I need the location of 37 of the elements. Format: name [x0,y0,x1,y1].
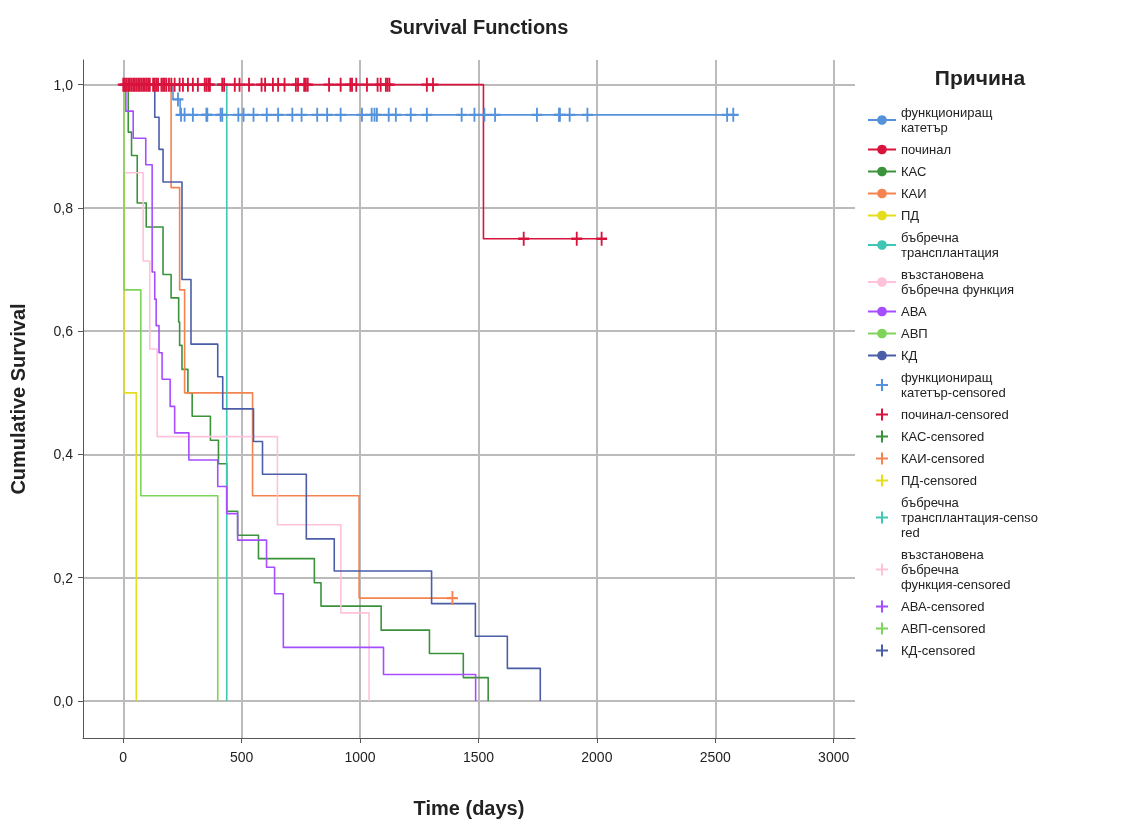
legend-label: КАС-censored [901,429,985,444]
legend-label: АВП-censored [901,621,986,636]
x-tick-label: 2000 [581,749,613,765]
legend-label: възстановена бъбречна функция [901,267,1015,297]
legend-label: бъбречна трансплантация [901,230,999,260]
x-axis-title: Time (days) [413,797,525,819]
y-tick-label: 0,4 [53,446,74,463]
legend-label: ПД-censored [901,473,977,488]
legend-label: АВП [901,326,928,341]
legend-label: бъбречна трансплантация-censored [901,495,1038,540]
legend-label: КД-censored [901,643,976,658]
x-tick-label: 1000 [344,749,376,765]
legend-label: починал-censored [901,407,1009,422]
y-tick-label: 1,0 [53,76,74,93]
legend-label: АВА [901,304,927,319]
legend-label: възстановена бъбречна функция-censored [901,547,1011,592]
legend-label: функциониращ катетър-censored [901,370,1006,400]
legend-label: КАИ-censored [901,451,985,466]
x-tick-label: 0 [119,749,128,765]
y-tick-label: 0,2 [53,569,74,586]
legend-label: КАС [901,164,927,179]
legend-label: АВА-censored [901,599,985,614]
chart-title: Survival Functions [389,16,569,38]
legend-label: функциониращ катетър [901,105,997,135]
x-tick-label: 1500 [462,749,495,765]
y-tick-label: 0,0 [53,693,74,710]
legend-label: починал [901,142,952,157]
legend-label: ПД [901,208,920,223]
legend-label: КАИ [901,186,927,201]
legend-label: КД [901,348,918,363]
y-tick-label: 0,8 [53,199,74,216]
x-tick-label: 500 [229,749,254,765]
y-axis-title: Cumulative Survival [7,303,29,495]
legend-title: Причина [934,66,1026,89]
x-tick-label: 3000 [818,749,850,765]
x-tick-label: 2500 [699,749,732,765]
y-tick-label: 0,6 [53,323,74,340]
